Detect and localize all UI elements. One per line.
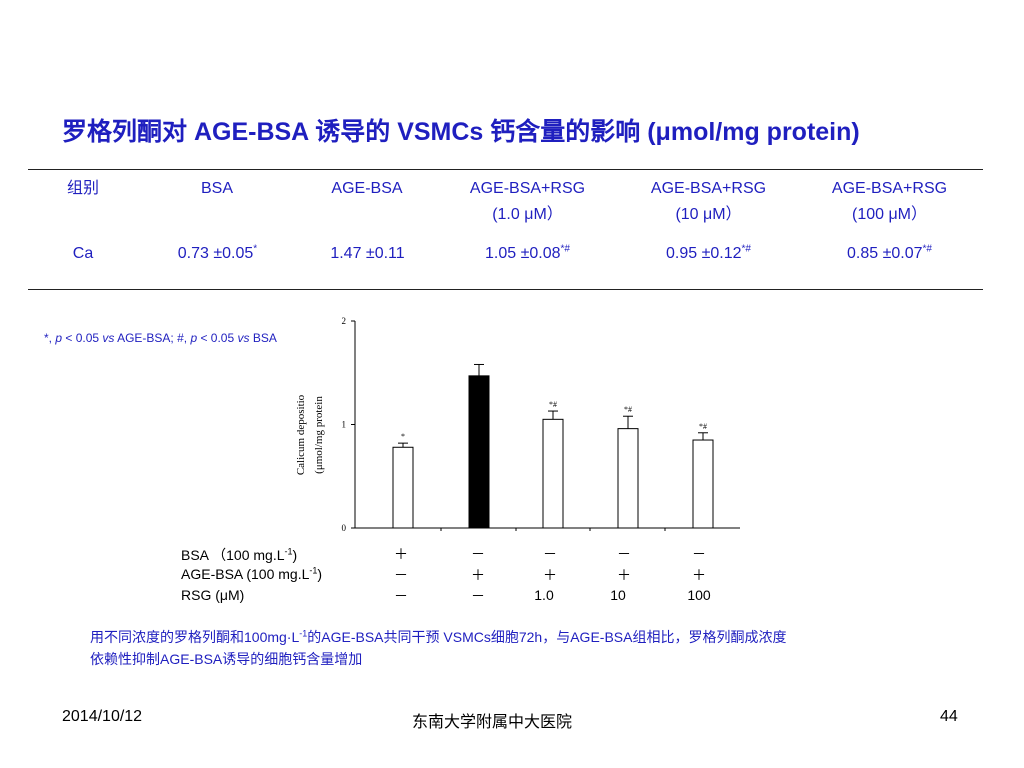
y-axis-label: Calicum depositio xyxy=(295,394,307,475)
significance-mark-1: * xyxy=(401,432,405,441)
bar-1 xyxy=(392,446,414,529)
table-cell-rsg-100: 0.85 ±0.07*# xyxy=(847,243,932,262)
mark-rsg-col5: 100 xyxy=(687,587,711,603)
bar-4 xyxy=(617,428,639,529)
mark-rsg-col3: 1.0 xyxy=(534,587,554,603)
significance-mark-4: *# xyxy=(624,405,632,414)
mark-bsa-col5: － xyxy=(692,548,706,563)
significance-mark-5: *# xyxy=(699,422,707,431)
table-header-rsg-10: AGE-BSA+RSG (10 μM） xyxy=(650,180,767,223)
mark-bsa-col1: ＋ xyxy=(394,548,408,563)
mark-rsg-col2: － xyxy=(471,590,485,605)
treatment-label-age-bsa: AGE-BSA (100 mg.L-1) xyxy=(181,565,323,582)
table-cell-bsa: 0.73 ±0.05* xyxy=(177,243,258,262)
footer-page-number: 44 xyxy=(940,708,958,725)
table-header-group: 组别 xyxy=(66,180,99,197)
mark-age-col3: ＋ xyxy=(543,569,557,584)
bar-2 xyxy=(468,375,490,529)
mark-bsa-col4: － xyxy=(617,548,631,563)
y-tick-label: 0 xyxy=(342,523,347,533)
table-header-rsg-100: AGE-BSA+RSG (100 μM） xyxy=(831,180,948,223)
table-cell-age-bsa: 1.47 ±0.11 xyxy=(330,245,405,262)
bar-3 xyxy=(542,418,564,529)
footer-organization: 东南大学附属中大医院 xyxy=(412,712,573,731)
table-header-age-bsa: AGE-BSA xyxy=(331,180,403,197)
mark-age-col5: ＋ xyxy=(692,569,706,584)
table-header-bsa: BSA xyxy=(200,180,233,197)
table-row-label: Ca xyxy=(72,245,94,262)
footer-date: 2014/10/12 xyxy=(62,708,143,725)
table-cell-rsg-10: 0.95 ±0.12*# xyxy=(666,243,751,262)
table-top-rule xyxy=(28,169,983,170)
table-cell-rsg-1: 1.05 ±0.08*# xyxy=(485,243,570,262)
mark-rsg-col1: － xyxy=(394,590,408,605)
significance-mark-3: *# xyxy=(549,400,557,409)
mark-age-col1: － xyxy=(394,569,408,584)
table-bottom-rule xyxy=(28,289,983,290)
calcium-bar-chart: 0 1 2 Calicum depositio (μmol/mg protein * *# *… xyxy=(295,316,740,533)
y-tick-label: 2 xyxy=(342,316,347,326)
mark-age-col4: ＋ xyxy=(617,569,631,584)
treatment-label-bsa: BSA （100 mg.L-1) xyxy=(181,546,298,563)
mark-bsa-col3: － xyxy=(543,548,557,563)
treatment-label-rsg: RSG (μM) xyxy=(181,587,245,603)
significance-footnote: *, p < 0.05 vs AGE-BSA; #, p < 0.05 vs B… xyxy=(44,331,277,345)
slide-title: 罗格列酮对 AGE-BSA 诱导的 VSMCs 钙含量的影响 (μmol/mg … xyxy=(62,118,860,146)
mark-bsa-col2: － xyxy=(471,548,485,563)
table-header-rsg-1: AGE-BSA+RSG (1.0 μM） xyxy=(469,180,586,223)
bar-5 xyxy=(692,439,714,529)
conclusion-text: 用不同浓度的罗格列酮和100mg·L-1的AGE-BSA共同干预 VSMCs细胞… xyxy=(90,628,787,667)
y-axis-label-unit: (μmol/mg protein xyxy=(313,396,325,474)
mark-rsg-col4: 10 xyxy=(610,587,626,603)
mark-age-col2: ＋ xyxy=(471,569,485,584)
y-tick-label: 1 xyxy=(342,420,347,430)
